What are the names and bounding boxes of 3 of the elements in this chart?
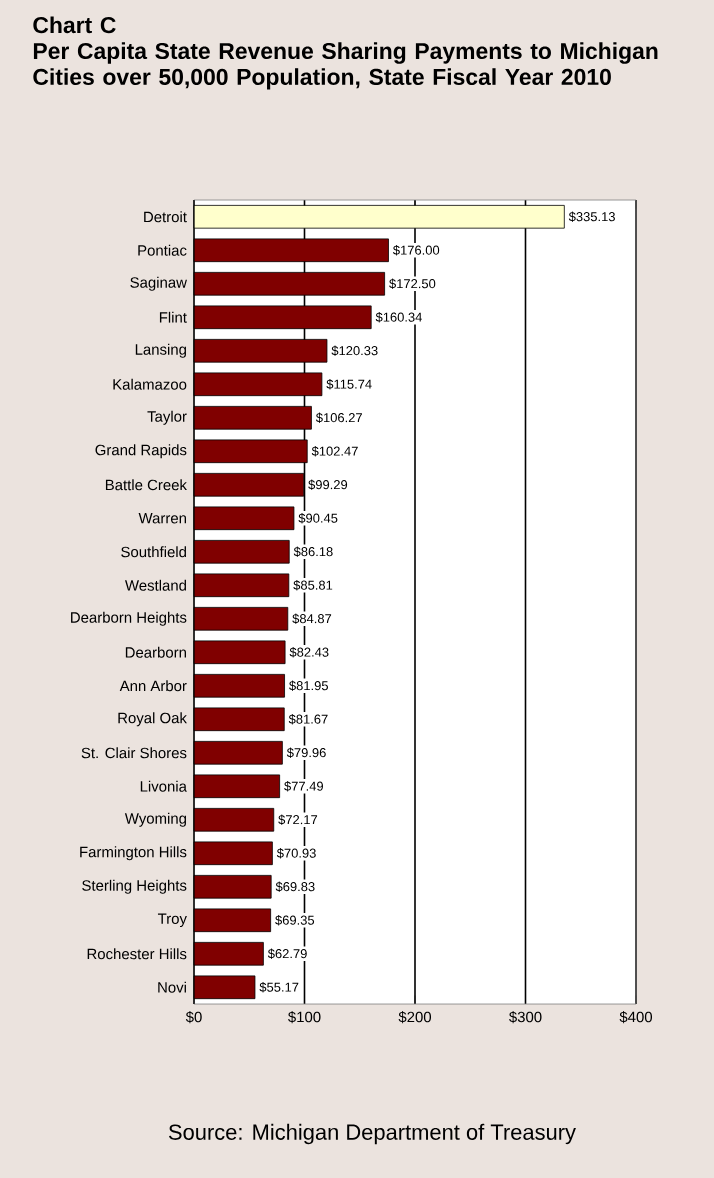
chart-subtitle: Per Capita State Revenue Sharing Payments to Michigan Cities over 50,000 Population, State Fiscal Year 2010 — [33, 42, 658, 90]
source-note: Source: Michigan Department of Treasury — [168, 1123, 576, 1145]
chart-title: Chart C — [33, 16, 116, 34]
